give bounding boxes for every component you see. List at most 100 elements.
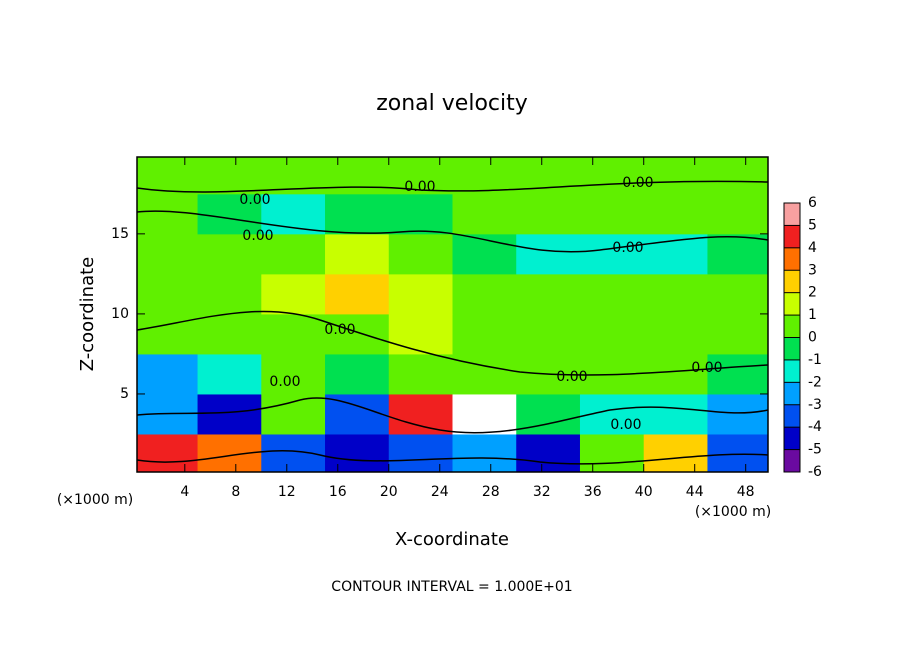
heatmap-cell bbox=[452, 393, 517, 435]
colorbar-tick-label: -1 bbox=[808, 352, 822, 368]
heatmap-cell bbox=[261, 353, 326, 395]
heatmap-cell bbox=[261, 433, 326, 472]
heatmap-cell bbox=[707, 353, 768, 395]
heatmap-cell bbox=[516, 233, 581, 275]
heatmap-cell bbox=[516, 433, 581, 472]
heatmap-cell bbox=[137, 273, 199, 315]
heatmap-cell bbox=[579, 157, 645, 195]
heatmap-cell bbox=[579, 273, 645, 315]
colorbar-swatch bbox=[784, 247, 800, 271]
heatmap-cell bbox=[197, 273, 262, 315]
heatmap-cell bbox=[452, 273, 517, 315]
contour-label: 0.00 bbox=[610, 417, 641, 433]
colorbar: -6 -5 -4 -3 -2 -1 0 1 2 3 4 5 6 bbox=[783, 195, 822, 480]
heatmap-cell bbox=[197, 313, 262, 355]
y-tick-label: 10 bbox=[111, 306, 129, 322]
heatmap-cell bbox=[261, 313, 326, 355]
y-tick-label: 15 bbox=[111, 226, 129, 242]
heatmap-cell bbox=[707, 393, 768, 435]
chart-title: zonal velocity bbox=[376, 91, 528, 116]
colorbar-swatch bbox=[784, 315, 800, 338]
heatmap-cell bbox=[707, 157, 768, 195]
x-tick-label: 32 bbox=[533, 484, 551, 500]
heatmap-cell bbox=[137, 433, 199, 472]
contour-label: 0.00 bbox=[622, 175, 653, 191]
colorbar-tick-label: -5 bbox=[808, 442, 822, 458]
heatmap-cell bbox=[137, 233, 199, 275]
x-tick-label: 40 bbox=[635, 484, 653, 500]
x-tick-label: 36 bbox=[584, 484, 602, 500]
heatmap-cell bbox=[388, 433, 453, 472]
colorbar-tick-label: -4 bbox=[808, 419, 822, 435]
colorbar-tick-label: 1 bbox=[808, 307, 817, 323]
heatmap-cell bbox=[707, 193, 768, 235]
heatmap-cell bbox=[643, 393, 708, 435]
heatmap-cell bbox=[643, 313, 708, 355]
heatmap-cell bbox=[643, 353, 708, 395]
footer: CONTOUR INTERVAL = 1.000E+01 bbox=[331, 579, 572, 595]
heatmap-cell bbox=[388, 273, 453, 315]
plot-frame bbox=[136, 156, 769, 473]
heatmap-cell bbox=[452, 233, 517, 275]
heatmap-cell bbox=[261, 233, 326, 275]
colorbar-swatch bbox=[784, 225, 800, 248]
contour-line bbox=[137, 210, 768, 253]
y-axis-title: Z-coordinate bbox=[77, 257, 98, 372]
colorbar-tick-label: -6 bbox=[808, 464, 822, 480]
heatmap-cell bbox=[452, 353, 517, 395]
contour-label: 0.00 bbox=[269, 374, 300, 390]
x-tick-label: 20 bbox=[380, 484, 398, 500]
heatmap-cell bbox=[452, 433, 517, 472]
heatmap-cell bbox=[197, 393, 262, 435]
colorbar-swatch bbox=[784, 292, 800, 316]
contour-label: 0.00 bbox=[324, 322, 355, 338]
contour-line bbox=[137, 449, 768, 465]
x-unit-label: (×1000 m) bbox=[695, 504, 771, 520]
colorbar-swatch bbox=[784, 270, 800, 293]
colorbar-tick-label: 4 bbox=[808, 240, 817, 256]
heatmap-cell bbox=[707, 233, 768, 275]
heatmap-cell bbox=[325, 233, 390, 275]
heatmap-cell bbox=[516, 313, 581, 355]
heatmap-cell bbox=[325, 273, 390, 315]
heatmap-cell bbox=[516, 273, 581, 315]
heatmap-cell bbox=[388, 193, 453, 235]
contour-label: 0.00 bbox=[404, 179, 435, 195]
colorbar-tick-label: 6 bbox=[808, 195, 817, 211]
heatmap-cell bbox=[197, 433, 262, 472]
heatmap-cell bbox=[452, 313, 517, 355]
contour-label: 0.00 bbox=[556, 369, 587, 385]
x-tick-label: 24 bbox=[431, 484, 449, 500]
x-axis-title: X-coordinate bbox=[395, 529, 509, 550]
colorbar-tick-label: 3 bbox=[808, 262, 817, 278]
colorbar-tick-label: 0 bbox=[808, 330, 817, 346]
heatmap-cell bbox=[325, 433, 390, 472]
heatmap-cell bbox=[643, 433, 708, 472]
x-tick-label: 12 bbox=[278, 484, 296, 500]
heatmap-cell bbox=[516, 193, 581, 235]
colorbar-swatch bbox=[784, 203, 800, 226]
heatmap-cell bbox=[643, 193, 708, 235]
heatmap-cell bbox=[137, 353, 199, 395]
heatmap-cell bbox=[197, 157, 262, 195]
colorbar-tick-label: 2 bbox=[808, 285, 817, 301]
heatmap-cell bbox=[325, 157, 390, 195]
heatmap-cell bbox=[452, 193, 517, 235]
heatmap-cell bbox=[137, 193, 199, 235]
contour-line bbox=[137, 310, 768, 376]
heatmap-cell bbox=[707, 433, 768, 472]
colorbar-swatch bbox=[784, 404, 800, 428]
x-tick-label: 4 bbox=[180, 484, 189, 500]
x-tick-label: 48 bbox=[737, 484, 755, 500]
colorbar-tick-label: 5 bbox=[808, 217, 817, 233]
colorbar-swatch bbox=[784, 449, 800, 472]
x-unit-label: (×1000 m) bbox=[57, 492, 133, 508]
y-tick-label: 5 bbox=[120, 386, 129, 402]
contour-label: 0.00 bbox=[612, 240, 643, 256]
x-tick-label: 16 bbox=[329, 484, 347, 500]
contour-line bbox=[137, 397, 768, 434]
heatmap-cell bbox=[197, 233, 262, 275]
heatmap-cell bbox=[197, 353, 262, 395]
x-tick-label: 28 bbox=[482, 484, 500, 500]
